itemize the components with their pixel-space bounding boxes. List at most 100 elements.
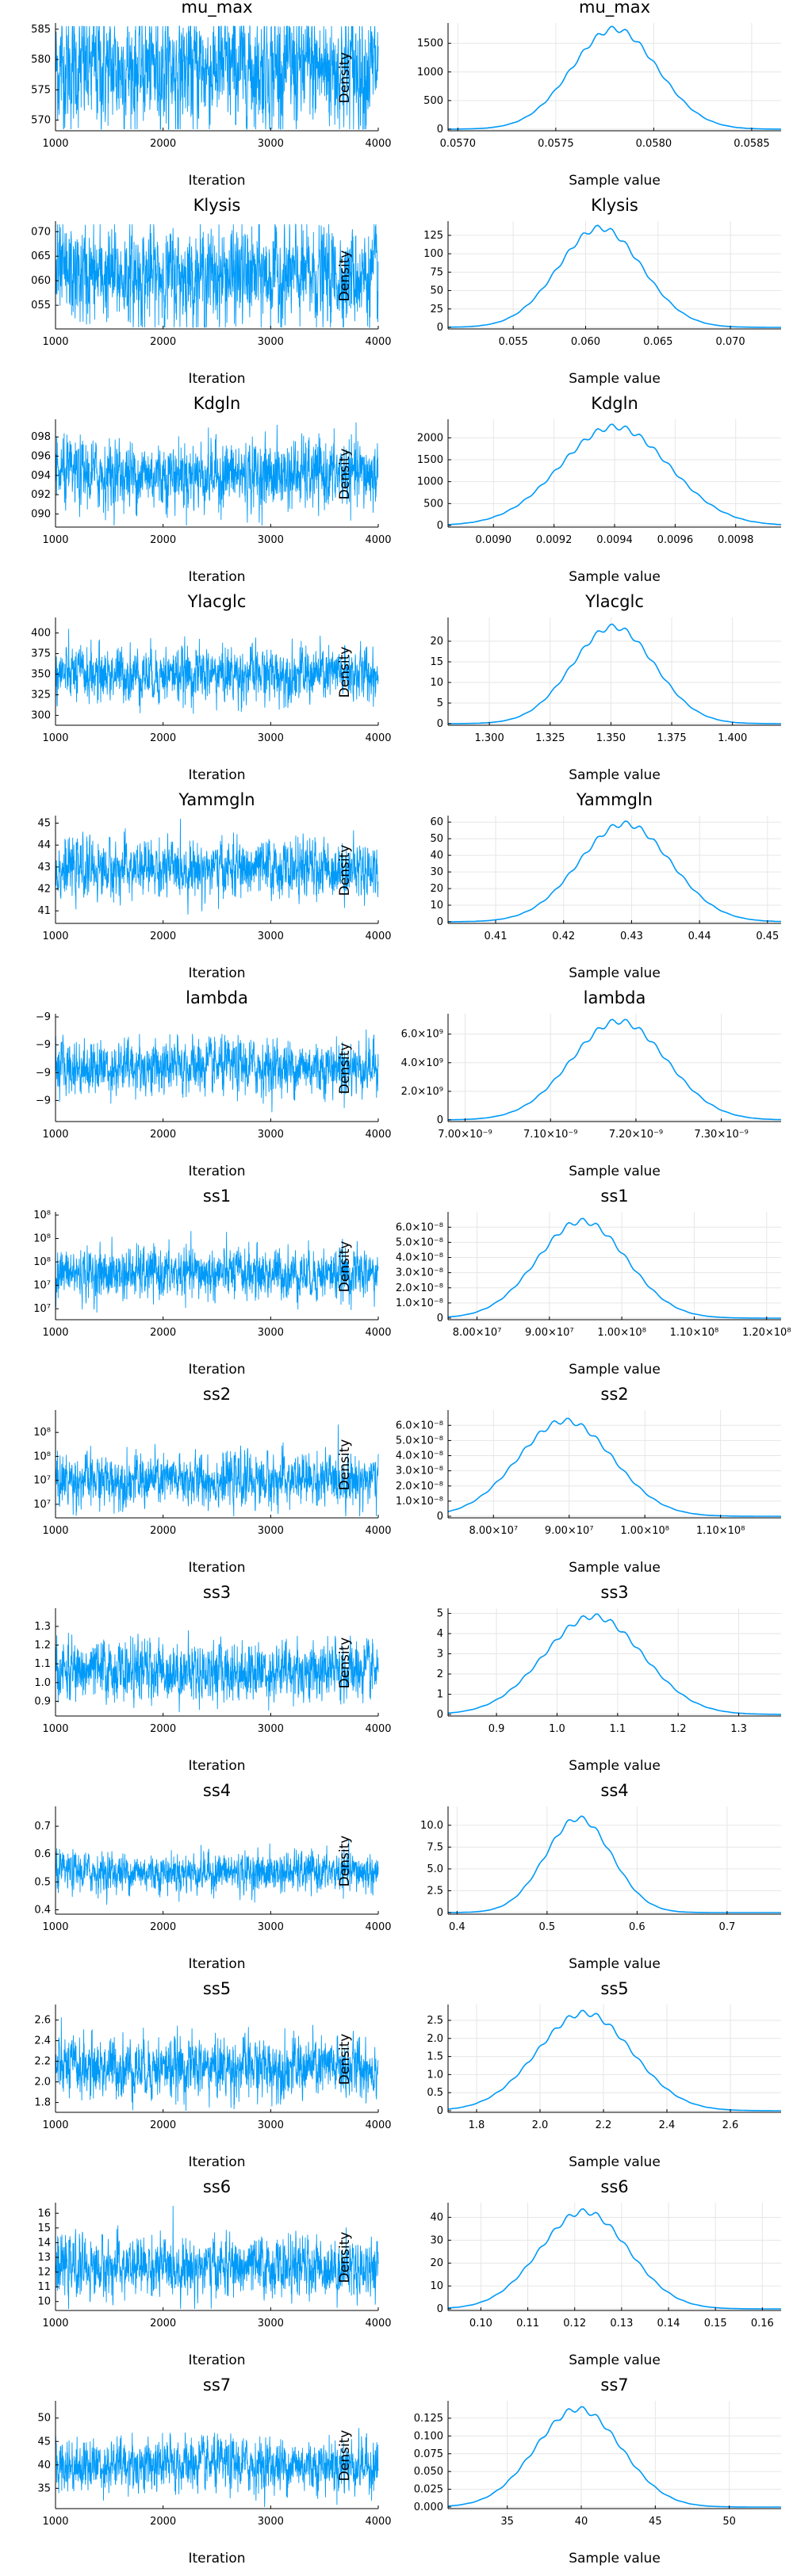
trace-y-tick-label: 44: [37, 839, 51, 851]
density-title: Ylacglc: [584, 592, 644, 611]
trace-x-tick-label: 1000: [42, 1327, 68, 1339]
trace-series-line: [55, 2205, 379, 2310]
density-x-tick-label: 1.350: [596, 732, 626, 744]
trace-y-tick-label: 092: [31, 489, 51, 501]
density-x-tick-label: 0.42: [552, 931, 575, 942]
density-y-tick-label: 0: [437, 124, 443, 136]
density-series-line: [447, 1019, 781, 1121]
trace-y-tick-label: 096: [31, 451, 51, 463]
trace-y-tick-label: 065: [31, 250, 51, 262]
density-y-tick-label: 5: [437, 698, 443, 709]
density-x-tick-label: 0.0094: [596, 534, 633, 546]
density-x-tick-label: 1.00×10⁸: [597, 1327, 646, 1339]
density-y-tick-label: 2.0×10⁻⁸: [396, 1481, 443, 1492]
trace-x-axis-label: Iteration: [188, 1758, 245, 1774]
density-y-tick-label: 0.000: [414, 2501, 443, 2513]
density-x-tick-label: 2.4: [659, 2119, 676, 2131]
density-x-tick-label: 45: [649, 2516, 662, 2528]
density-y-tick-label: 7.5: [427, 1841, 443, 1853]
density-x-tick-label: 0.9: [488, 1723, 505, 1735]
trace-title: lambda: [186, 988, 248, 1007]
trace-title: ss1: [203, 1187, 231, 1206]
trace-x-tick-label: 3000: [258, 336, 284, 348]
trace-x-axis-label: Iteration: [188, 1362, 245, 1378]
density-y-tick-label: 10: [430, 900, 443, 912]
density-panel-ss7: ss7 35 40 45 50 0.000 0.025 0.050 0.075 0.100 0.12…: [337, 2375, 781, 2566]
density-x-tick-label: 35: [500, 2516, 514, 2528]
trace-x-tick-label: 3000: [258, 732, 284, 744]
density-title: Kdgln: [591, 394, 638, 413]
trace-panel-ss1: ss1 1000 2000 3000 4000 10⁷ 10⁷ 10⁸ 10⁸ 10⁸ Iterat…: [33, 1187, 391, 1378]
trace-y-tick-label: −9: [36, 1011, 51, 1023]
density-y-tick-label: 25: [430, 304, 443, 315]
trace-panel-ss4: ss4 1000 2000 3000 4000 0.4 0.5 0.6 0.7 Iteration: [34, 1781, 391, 1972]
density-x-tick-label: 0.14: [657, 2318, 680, 2329]
trace-y-tick-label: 1.2: [34, 1640, 51, 1652]
trace-y-tick-label: 070: [31, 226, 51, 238]
density-title: lambda: [584, 988, 646, 1007]
trace-y-tick-label: 585: [31, 24, 51, 36]
density-y-axis-label: Density: [337, 52, 353, 104]
trace-x-tick-label: 2000: [150, 2516, 176, 2528]
density-y-tick-label: 4: [437, 1628, 443, 1640]
row-ss7: ss7 1000 2000 3000 4000 35 40 45 50 Iteration ss7 3…: [37, 2375, 781, 2566]
density-x-axis-label: Sample value: [569, 2352, 661, 2368]
trace-y-tick-label: 2.0: [34, 2077, 51, 2089]
density-series-line: [448, 224, 781, 328]
trace-y-tick-label: 10⁸: [33, 1256, 51, 1268]
trace-x-tick-label: 4000: [365, 1129, 391, 1141]
row-ss4: ss4 1000 2000 3000 4000 0.4 0.5 0.6 0.7 Iteration…: [34, 1781, 781, 1972]
trace-y-tick-label: 12: [37, 2267, 51, 2279]
density-y-tick-label: 1.0: [427, 2069, 443, 2081]
trace-x-tick-label: 4000: [365, 1525, 391, 1537]
density-x-tick-label: 0.11: [516, 2318, 539, 2329]
trace-x-tick-label: 2000: [150, 1129, 176, 1141]
trace-title: ss3: [203, 1583, 231, 1602]
trace-panel-lambda: lambda 1000 2000 3000 4000 −9 −9 −9 −9 Iteration: [36, 988, 392, 1179]
density-x-tick-label: 7.00×10⁻⁹: [438, 1129, 492, 1141]
trace-y-tick-label: −9: [36, 1067, 51, 1079]
density-y-tick-label: 10: [430, 2280, 443, 2292]
row-ss5: ss5 1000 2000 3000 4000 1.8 2.0 2.2 2.4 2.6 Iterat…: [34, 1979, 781, 2170]
density-y-tick-label: 125: [423, 230, 443, 242]
trace-x-tick-label: 4000: [365, 336, 391, 348]
trace-y-tick-label: −9: [36, 1039, 51, 1051]
density-y-tick-label: 1000: [417, 67, 443, 78]
trace-x-tick-label: 3000: [258, 138, 284, 150]
trace-panel-Yammgln: Yammgln 1000 2000 3000 4000 41 42 43 44 45 Iterati…: [37, 790, 391, 981]
density-panel-ss5: ss5 1.8 2.0 2.2 2.4 2.6 0 0.5 1.0 1.5 2.0 2.5 Sample…: [337, 1979, 781, 2170]
density-y-tick-label: 500: [423, 95, 443, 107]
trace-x-tick-label: 1000: [42, 2516, 68, 2528]
density-panel-ss3: ss3 0.9 1.0 1.1 1.2 1.3 0 1 2 3 4 5 Sample value Dens…: [337, 1583, 781, 1774]
trace-x-tick-label: 2000: [150, 1327, 176, 1339]
density-y-tick-label: 4.0×10⁻⁸: [396, 1450, 443, 1462]
trace-series-line: [55, 629, 379, 714]
density-panel-Yammgln: Yammgln 0.41 0.42 0.43 0.44 0.45 0 10 20 30 40 50 60…: [337, 790, 782, 981]
density-y-tick-label: 20: [430, 2257, 443, 2269]
trace-y-tick-label: 2.4: [34, 2035, 51, 2047]
trace-x-tick-label: 3000: [258, 1327, 284, 1339]
density-x-tick-label: 0.16: [751, 2318, 774, 2329]
trace-x-tick-label: 1000: [42, 1723, 68, 1735]
density-y-tick-label: 2.0: [427, 2033, 443, 2045]
density-y-axis-label: Density: [337, 1439, 353, 1491]
trace-x-tick-label: 4000: [365, 534, 391, 546]
density-y-axis-label: Density: [337, 2232, 353, 2284]
density-y-tick-label: 0: [437, 1114, 443, 1126]
density-x-tick-label: 50: [722, 2516, 736, 2528]
trace-y-tick-label: 0.4: [34, 1904, 51, 1916]
density-x-tick-label: 1.8: [469, 2119, 485, 2131]
trace-x-tick-label: 2000: [150, 1525, 176, 1537]
density-y-tick-label: 50: [430, 833, 443, 845]
density-y-tick-label: 5.0: [427, 1863, 443, 1875]
trace-x-tick-label: 1000: [42, 2119, 68, 2131]
density-panel-Ylacglc: Ylacglc 1.300 1.325 1.350 1.375 1.400 0 5 10 15 20…: [337, 592, 781, 783]
density-x-tick-label: 1.10×10⁸: [670, 1327, 719, 1339]
density-x-tick-label: 0.0580: [636, 138, 672, 150]
density-x-axis-label: Sample value: [569, 767, 661, 783]
trace-x-axis-label: Iteration: [188, 371, 245, 387]
density-series-line: [447, 2009, 781, 2112]
trace-x-tick-label: 1000: [42, 1921, 68, 1933]
